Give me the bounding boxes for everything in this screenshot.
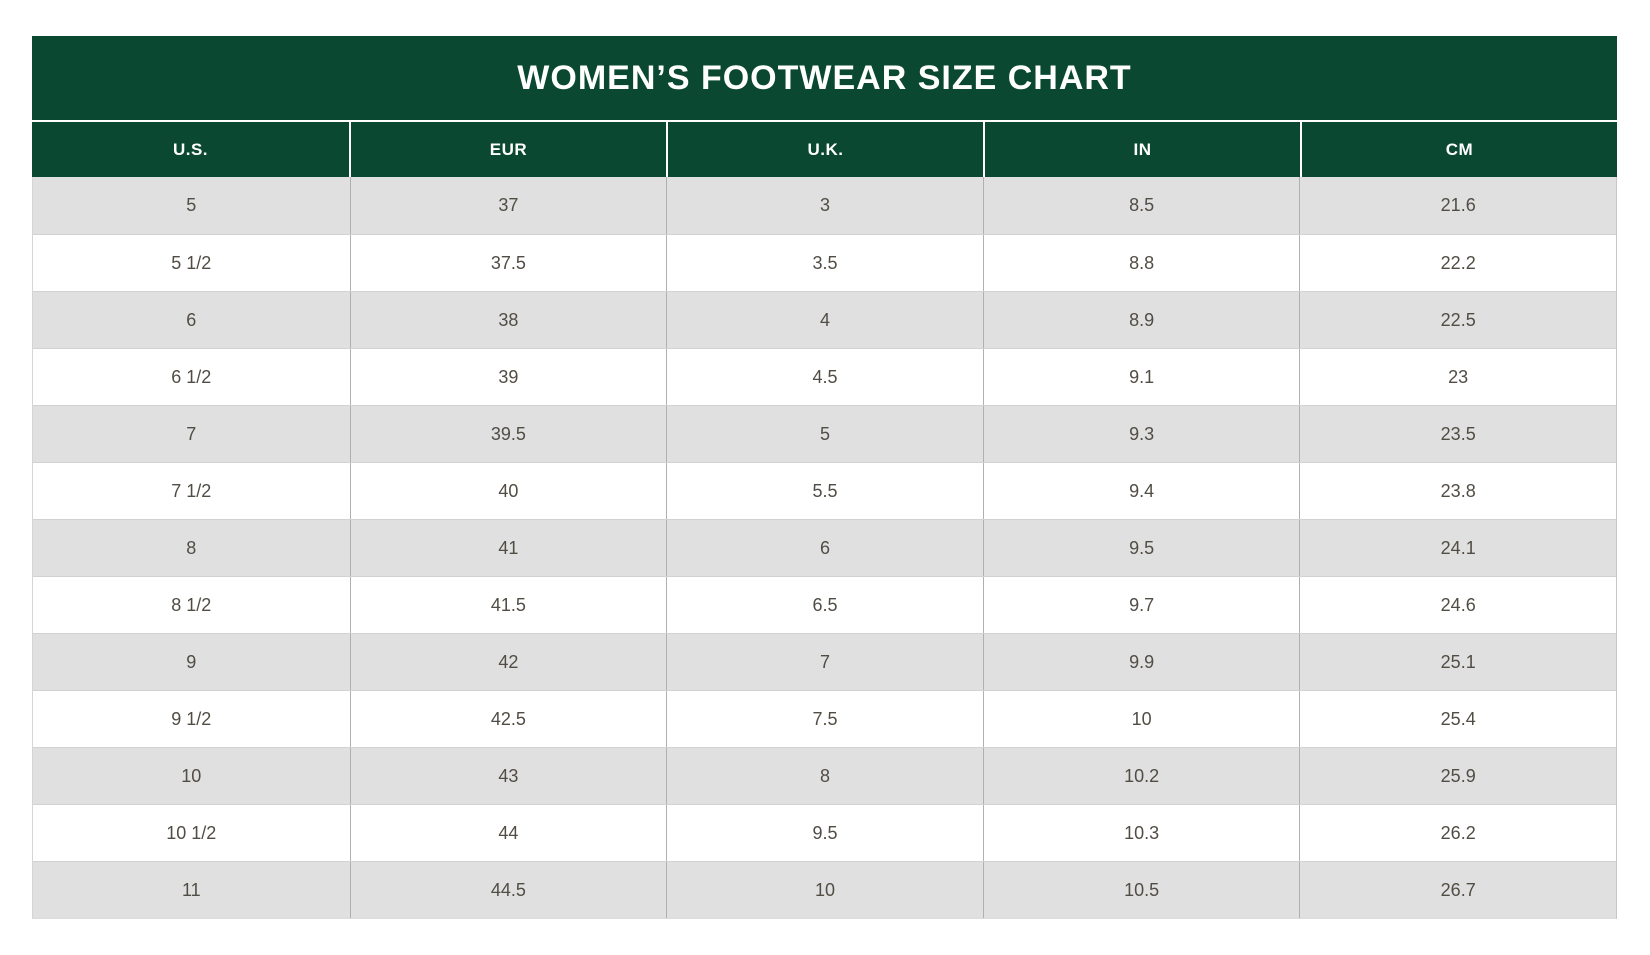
- table-cell: 10.3: [982, 805, 1300, 861]
- table-cell: 9.3: [982, 406, 1300, 462]
- table-cell: 26.2: [1299, 805, 1616, 861]
- table-cell: 6.5: [666, 577, 983, 633]
- column-header-cm: CM: [1300, 122, 1617, 177]
- table-cell: 10: [666, 862, 983, 918]
- column-header-uk: U.K.: [666, 122, 983, 177]
- table-cell: 5.5: [666, 463, 983, 519]
- table-cell: 5 1/2: [171, 252, 212, 273]
- table-row: 7 1/2 40 5.5 9.4 23.8: [33, 462, 1616, 519]
- table-cell: 10: [181, 765, 202, 786]
- table-row: 8 1/2 41.5 6.5 9.7 24.6: [33, 576, 1616, 633]
- table-cell: 9.5: [666, 805, 983, 861]
- table-cell: 8.9: [982, 292, 1300, 348]
- table-cell: 8: [666, 748, 983, 804]
- table-cell: 8.8: [982, 235, 1300, 291]
- chart-title: WOMEN’S FOOTWEAR SIZE CHART: [32, 36, 1617, 122]
- table-row: 6 1/2 39 4.5 9.1 23: [33, 348, 1616, 405]
- table-cell: 39: [349, 349, 667, 405]
- table-cell: 9.7: [982, 577, 1300, 633]
- table-row: 8 41 6 9.5 24.1: [33, 519, 1616, 576]
- table-cell: 40: [349, 463, 667, 519]
- table-cell: 3: [666, 177, 983, 234]
- table-cell: 41.5: [349, 577, 667, 633]
- table-header-row: U.S. EUR U.K. IN CM: [32, 122, 1617, 177]
- table-cell: 24.1: [1299, 520, 1616, 576]
- table-cell: 8.5: [982, 177, 1300, 234]
- table-cell: 4.5: [666, 349, 983, 405]
- table-cell: 9.9: [982, 634, 1300, 690]
- column-header-us: U.S.: [172, 139, 209, 159]
- table-cell: 23.8: [1299, 463, 1616, 519]
- table-cell: 42.5: [349, 691, 667, 747]
- table-cell: 5: [186, 195, 197, 215]
- table-row: 5 37 3 8.5 21.6: [33, 177, 1616, 234]
- table-cell: 44: [349, 805, 667, 861]
- table-row: 5 1/2 37.5 3.5 8.8 22.2: [33, 234, 1616, 291]
- table-cell: 41: [349, 520, 667, 576]
- table-cell: 8: [186, 537, 197, 558]
- table-cell: 6: [666, 520, 983, 576]
- table-cell: 4: [666, 292, 983, 348]
- table-row: 11 44.5 10 10.5 26.7: [33, 861, 1616, 918]
- table-cell: 38: [349, 292, 667, 348]
- table-cell: 44.5: [349, 862, 667, 918]
- table-cell: 21.6: [1299, 177, 1616, 234]
- table-cell: 26.7: [1299, 862, 1616, 918]
- table-cell: 23: [1299, 349, 1616, 405]
- table-cell: 7: [666, 634, 983, 690]
- womens-footwear-size-chart: WOMEN’S FOOTWEAR SIZE CHART U.S. EUR U.K. I…: [32, 36, 1617, 919]
- table-row: 6 38 4 8.9 22.5: [33, 291, 1616, 348]
- table-cell: 9 1/2: [171, 708, 212, 729]
- table-cell: 42: [349, 634, 667, 690]
- table-cell: 37: [349, 177, 667, 234]
- table-cell: 39.5: [349, 406, 667, 462]
- table-cell: 5: [666, 406, 983, 462]
- table-row: 10 1/2 44 9.5 10.3 26.2: [33, 804, 1616, 861]
- column-header-in: IN: [983, 122, 1300, 177]
- table-cell: 7.5: [666, 691, 983, 747]
- table-cell: 3.5: [666, 235, 983, 291]
- table-row: 7 39.5 5 9.3 23.5: [33, 405, 1616, 462]
- table-cell: 43: [349, 748, 667, 804]
- table-cell: 10.2: [982, 748, 1300, 804]
- table-cell: 8 1/2: [171, 594, 212, 615]
- table-cell: 9.1: [982, 349, 1300, 405]
- table-cell: 10: [982, 691, 1300, 747]
- table-row: 9 42 7 9.9 25.1: [33, 633, 1616, 690]
- table-cell: 7: [186, 423, 197, 444]
- table-cell: 9.4: [982, 463, 1300, 519]
- table-cell: 22.2: [1299, 235, 1616, 291]
- column-header-eur: EUR: [349, 122, 666, 177]
- table-cell: 11: [181, 879, 201, 900]
- table-cell: 25.9: [1299, 748, 1616, 804]
- table-cell: 22.5: [1299, 292, 1616, 348]
- table-cell: 37.5: [349, 235, 667, 291]
- table-body: 5 37 3 8.5 21.6 5 1/2 37.5 3.5 8.8 22.2 6 38 4 8.9 22.…: [32, 177, 1617, 919]
- table-cell: 25.1: [1299, 634, 1616, 690]
- table-cell: 7 1/2: [171, 480, 212, 501]
- table-cell: 24.6: [1299, 577, 1616, 633]
- table-cell: 6 1/2: [171, 366, 212, 387]
- table-cell: 6: [186, 309, 197, 330]
- table-row: 10 43 8 10.2 25.9: [33, 747, 1616, 804]
- table-cell: 25.4: [1299, 691, 1616, 747]
- table-cell: 9: [186, 651, 197, 672]
- table-cell: 10 1/2: [166, 822, 217, 843]
- table-cell: 9.5: [982, 520, 1300, 576]
- table-cell: 23.5: [1299, 406, 1616, 462]
- table-cell: 10.5: [982, 862, 1300, 918]
- table-row: 9 1/2 42.5 7.5 10 25.4: [33, 690, 1616, 747]
